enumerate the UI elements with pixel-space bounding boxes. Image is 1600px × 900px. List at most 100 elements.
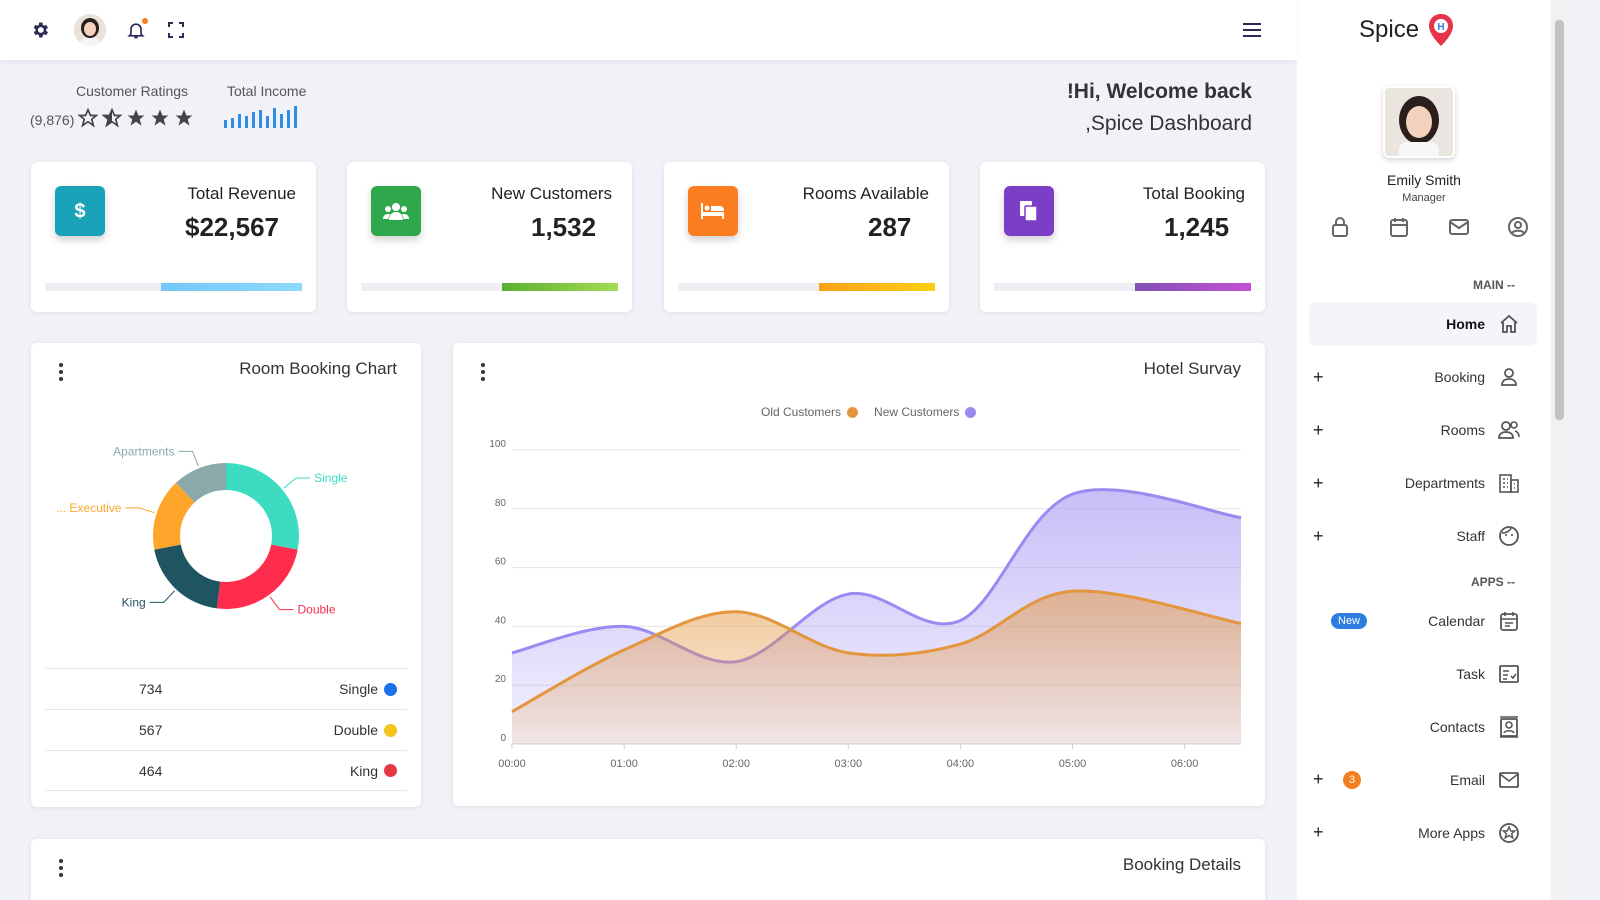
- legend-label: Old Customers: [761, 405, 842, 419]
- expand-icon[interactable]: +: [1313, 367, 1324, 387]
- section-main-label: MAIN --: [1473, 278, 1515, 292]
- sidebar-item-email[interactable]: Email: [1309, 758, 1537, 802]
- stat-progress: [678, 283, 935, 291]
- y-tick-label: 20: [495, 674, 507, 685]
- y-tick-label: 40: [495, 615, 507, 626]
- donut-label: ... Executive: [56, 501, 122, 515]
- welcome-subtitle: ,Spice Dashboard: [1085, 112, 1252, 135]
- sidebar-item-more-apps[interactable]: More Apps: [1309, 811, 1537, 855]
- vertical-scrollbar[interactable]: [1551, 0, 1568, 900]
- chart-legend: Old Customers New Customers: [761, 405, 977, 419]
- face-icon: [1497, 524, 1521, 548]
- brand[interactable]: Spice H: [1359, 14, 1454, 46]
- legend-label-wrap: King: [350, 763, 397, 779]
- donut-leader-line: [178, 450, 199, 467]
- donut-slice: [154, 544, 221, 609]
- legend-label-wrap: Double: [334, 722, 397, 738]
- stat-progress-fill: [1135, 283, 1251, 291]
- kebab-menu-icon[interactable]: [481, 363, 485, 381]
- legend-dot: [847, 406, 859, 418]
- kebab-menu-icon[interactable]: [59, 363, 63, 381]
- expand-icon[interactable]: +: [1313, 526, 1324, 546]
- star-outline-icon: [78, 108, 98, 128]
- donut-slice: [226, 463, 299, 550]
- top-header: [0, 0, 1297, 60]
- calendar-icon[interactable]: [1388, 216, 1410, 238]
- sidebar-item-home[interactable]: Home: [1309, 302, 1537, 346]
- user-avatar[interactable]: [74, 14, 106, 46]
- profile-avatar[interactable]: [1383, 86, 1455, 158]
- x-tick-label: 01:00: [610, 758, 638, 770]
- profile-name: Emily Smith: [1387, 172, 1461, 188]
- legend-label-wrap: Single: [339, 681, 397, 697]
- expand-icon[interactable]: +: [1313, 769, 1324, 789]
- stat-title: Rooms Available: [802, 184, 929, 203]
- welcome-title: !Hi, Welcome back: [1066, 80, 1252, 103]
- gear-icon[interactable]: [28, 18, 52, 42]
- y-tick-label: 60: [495, 557, 507, 568]
- kebab-menu-icon[interactable]: [59, 859, 63, 877]
- legend-dot: [965, 406, 977, 418]
- stat-progress: [994, 283, 1251, 291]
- legend-value: 464: [139, 762, 163, 779]
- user-circle-icon[interactable]: [1507, 216, 1529, 238]
- legend-old[interactable]: Old Customers: [761, 405, 859, 419]
- x-tick-label: 03:00: [835, 758, 863, 770]
- building-icon: [1497, 471, 1521, 495]
- sidebar-item-label: Calendar: [1428, 613, 1485, 629]
- panel-title: Hotel Survay: [1143, 359, 1241, 378]
- sidebar-item-label: Rooms: [1440, 422, 1485, 438]
- profile-quick-actions: [1329, 216, 1529, 238]
- x-tick-label: 06:00: [1171, 758, 1199, 770]
- legend-row: 734 Single: [45, 668, 407, 709]
- bed-icon: [688, 186, 738, 236]
- expand-icon[interactable]: +: [1313, 420, 1324, 440]
- dollar-icon: $: [55, 186, 105, 236]
- hotel-survey-card: Hotel Survay Old Customers New Customers…: [453, 343, 1265, 806]
- user-icon: [1497, 365, 1521, 389]
- stat-value: $22,567: [185, 212, 279, 242]
- sidebar-item-rooms[interactable]: Rooms: [1309, 408, 1537, 452]
- fullscreen-icon[interactable]: [164, 18, 188, 42]
- copy-icon: [1004, 186, 1054, 236]
- expand-icon[interactable]: +: [1313, 822, 1324, 842]
- legend-label: Double: [333, 722, 378, 738]
- expand-icon[interactable]: +: [1313, 473, 1324, 493]
- section-apps-label: APPS --: [1470, 575, 1515, 589]
- star-half-icon: [102, 108, 122, 128]
- task-icon: [1497, 662, 1521, 686]
- sidebar-item-staff[interactable]: Staff: [1309, 514, 1537, 558]
- sidebar-item-calendar[interactable]: Calendar: [1309, 599, 1537, 643]
- bell-icon[interactable]: [124, 18, 148, 42]
- rating-stars: [78, 108, 194, 128]
- hamburger-icon[interactable]: [1240, 18, 1264, 42]
- series-line: [511, 488, 1242, 664]
- x-tick-label: 02:00: [722, 758, 750, 770]
- sidebar-item-departments[interactable]: Departments: [1309, 461, 1537, 505]
- stat-card-revenue: $ Total Revenue $22,567: [31, 162, 316, 312]
- x-tick-label: 00:00: [498, 758, 526, 770]
- new-badge: New: [1331, 613, 1368, 629]
- x-tick-label: 04:00: [947, 758, 975, 770]
- stat-progress-fill: [160, 283, 302, 291]
- sidebar-item-task[interactable]: Task: [1309, 652, 1537, 696]
- brand-name: Spice: [1359, 16, 1420, 43]
- legend-dot: [384, 723, 397, 737]
- stat-title: Total Revenue: [187, 184, 296, 203]
- sidebar-item-label: Departments: [1404, 475, 1485, 491]
- sidebar-item-booking[interactable]: Booking: [1309, 355, 1537, 399]
- sidebar-item-contacts[interactable]: Contacts: [1309, 705, 1537, 749]
- panel-title: Booking Details: [1122, 855, 1241, 874]
- y-tick-label: 100: [489, 439, 506, 450]
- sidebar-item-label: Email: [1449, 772, 1485, 788]
- panel-title: Room Booking Chart: [239, 359, 397, 378]
- sidebar-item-label: Booking: [1434, 369, 1485, 385]
- sidebar-item-label: More Apps: [1418, 825, 1485, 841]
- series-area: [512, 590, 1241, 744]
- mail-icon[interactable]: [1448, 216, 1470, 238]
- y-tick-label: 80: [495, 498, 507, 509]
- scrollbar-thumb[interactable]: [1555, 20, 1564, 420]
- legend-new[interactable]: New Customers: [874, 405, 977, 419]
- lock-icon[interactable]: [1329, 216, 1351, 238]
- stat-value: 1,532: [531, 212, 597, 242]
